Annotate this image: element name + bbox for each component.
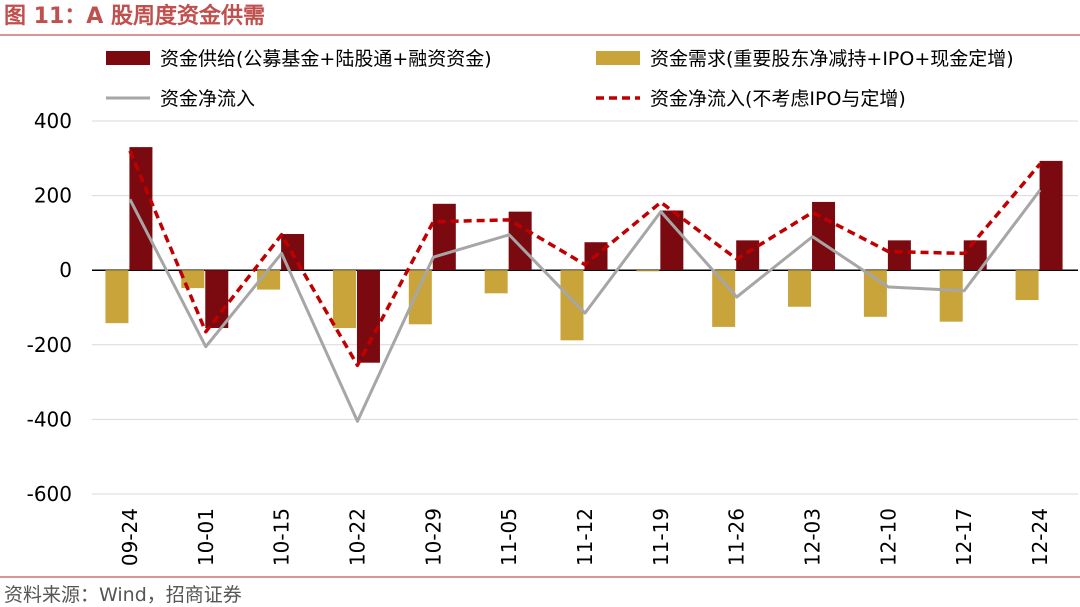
chart: 400 200 0 -200 -400 -600 09-24 10-01 10-15 10-22… — [27, 48, 1078, 566]
bars — [105, 147, 1063, 363]
x-axis-ticks: 09-24 10-01 10-15 10-22 10-29 11-05 11-12 11-19… — [118, 508, 1052, 566]
line-net-inflow — [128, 189, 1042, 423]
x-tick-label: 12-24 — [1028, 508, 1052, 566]
bar-supply — [205, 270, 229, 329]
x-tick-label: 11-19 — [649, 508, 673, 566]
gridlines — [92, 120, 1078, 495]
y-axis-ticks: 400 200 0 -200 -400 -600 — [27, 109, 72, 506]
x-tick-label: 11-12 — [573, 508, 597, 566]
line-net-inflow-excl — [128, 150, 1042, 368]
x-tick-label: 12-17 — [952, 508, 976, 566]
top-rule — [0, 34, 1080, 36]
x-tick-label: 09-24 — [118, 508, 142, 566]
x-tick-label: 11-26 — [725, 508, 749, 566]
x-tick-label: 10-29 — [421, 508, 445, 566]
x-tick-label: 10-22 — [345, 508, 369, 566]
bar-supply — [812, 201, 836, 271]
y-tick-label: -600 — [27, 482, 72, 506]
y-tick-label: 0 — [59, 258, 72, 282]
lines — [128, 150, 1042, 423]
bar-supply — [129, 147, 153, 271]
bar-supply — [887, 240, 911, 271]
bar-demand — [105, 270, 129, 324]
bar-supply — [1039, 160, 1063, 271]
bar-demand — [332, 270, 356, 329]
x-tick-label: 10-15 — [270, 508, 294, 566]
y-tick-label: -400 — [27, 407, 72, 431]
legend-label-net-excl: 资金净流入(不考虑IPO与定增) — [650, 88, 906, 110]
bar-supply — [963, 240, 987, 271]
legend-label-supply: 资金供给(公募基金+陆股通+融资资金) — [160, 48, 492, 70]
chart-title: 图 11：A 股周度资金供需 — [4, 4, 265, 29]
bar-supply — [432, 203, 456, 271]
bottom-rule — [0, 576, 1080, 578]
x-tick-label: 12-10 — [876, 508, 900, 566]
y-tick-label: -200 — [27, 333, 72, 357]
bar-demand — [636, 270, 660, 272]
bar-demand — [1015, 270, 1039, 301]
bar-supply — [508, 211, 532, 271]
bar-demand — [560, 270, 584, 341]
bar-supply — [356, 270, 380, 363]
bar-demand — [788, 270, 812, 307]
x-tick-label: 10-01 — [194, 508, 218, 566]
x-tick-label: 12-03 — [801, 508, 825, 566]
legend-label-demand: 资金需求(重要股东净减持+IPO+现金定增) — [650, 48, 1014, 70]
legend-swatch-supply — [106, 51, 150, 65]
x-tick-label: 11-05 — [497, 508, 521, 566]
y-tick-label: 200 — [34, 184, 72, 208]
legend: 资金供给(公募基金+陆股通+融资资金) 资金需求(重要股东净减持+IPO+现金定… — [106, 48, 1014, 110]
bar-demand — [712, 270, 736, 327]
bar-demand — [484, 270, 508, 294]
source-note: 资料来源：Wind，招商证券 — [4, 584, 242, 606]
bar-supply — [736, 240, 760, 271]
bar-supply — [660, 210, 684, 271]
legend-label-net: 资金净流入 — [160, 88, 255, 110]
bar-demand — [408, 270, 432, 325]
bar-demand — [939, 270, 963, 322]
y-tick-label: 400 — [34, 109, 72, 133]
legend-swatch-demand — [596, 51, 640, 65]
